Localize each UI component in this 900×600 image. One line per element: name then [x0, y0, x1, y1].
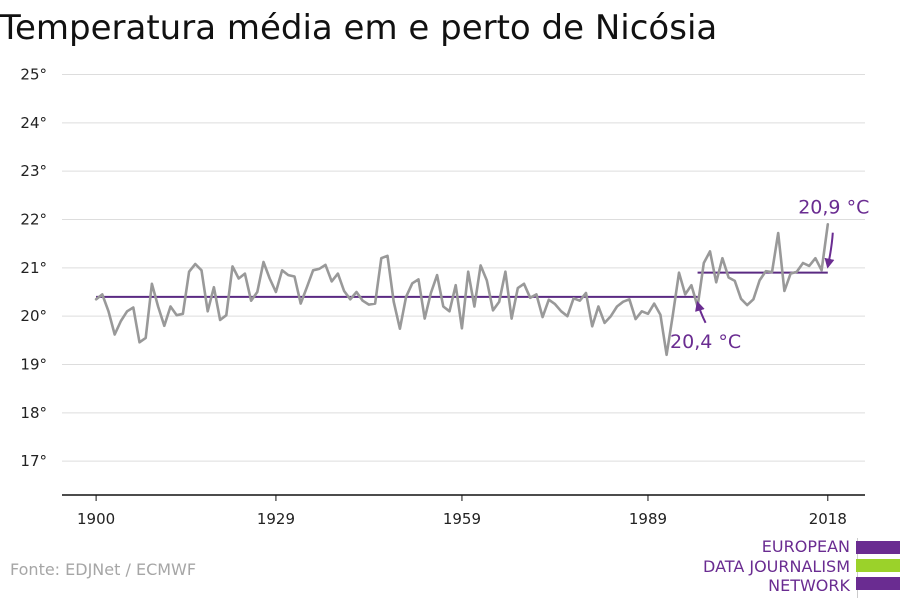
x-tick-label: 1929 [257, 510, 295, 528]
logo-line-1: EUROPEAN [761, 537, 850, 556]
x-tick-label: 1959 [443, 510, 481, 528]
logo-bar-green [856, 559, 900, 572]
annotation-label: 20,9 °C [798, 197, 869, 219]
annotation-arrow [695, 300, 707, 324]
logo-line-3: NETWORK [768, 576, 850, 595]
y-tick-label: 24° [20, 114, 47, 132]
y-tick-label: 22° [20, 211, 47, 229]
y-tick-label: 25° [20, 66, 47, 84]
annotations: 20,4 °C 20,9 °C [670, 197, 869, 353]
y-tick-label: 19° [20, 356, 47, 374]
y-tick-label: 20° [20, 307, 47, 325]
annotation-arrow [824, 232, 835, 269]
logo-bar-purple-bottom [856, 577, 900, 590]
y-tick-label: 21° [20, 259, 47, 277]
y-tick-label: 17° [20, 452, 47, 470]
y-axis: 17° 18° 19° 20° 21° 22° 23° 24° 25° [20, 66, 47, 471]
x-tick-label: 2018 [809, 510, 847, 528]
annotation-label: 20,4 °C [670, 331, 741, 353]
logo-line-2: DATA JOURNALISM [703, 557, 850, 576]
source-note: Fonte: EDJNet / ECMWF [10, 560, 197, 579]
grid-lines [62, 74, 865, 462]
x-tick-label: 1900 [77, 510, 115, 528]
y-tick-label: 23° [20, 162, 47, 180]
chart-title: Temperatura média em e perto de Nicósia [0, 8, 718, 48]
temperature-series-line [94, 223, 830, 357]
x-tick-label: 1989 [629, 510, 667, 528]
logo-bar-purple-top [856, 541, 900, 554]
series-group [94, 223, 830, 357]
edjnet-logo: EUROPEAN DATA JOURNALISM NETWORK [700, 538, 900, 598]
x-axis: 1900 1929 1959 1989 2018 [62, 494, 865, 528]
y-tick-label: 18° [20, 404, 47, 422]
